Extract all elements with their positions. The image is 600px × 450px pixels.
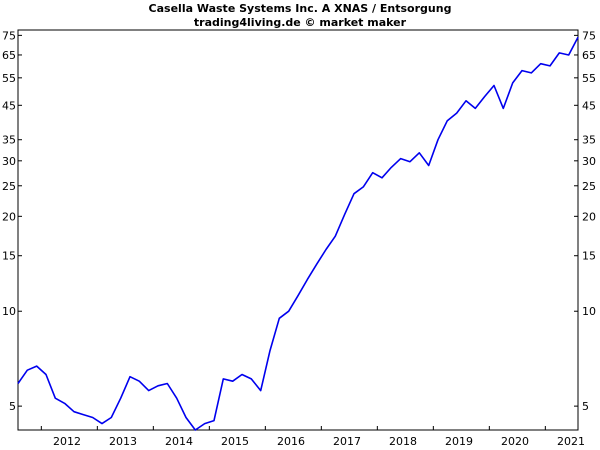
y-tick-label-right: 55 [582,72,596,85]
y-tick-label-right: 5 [582,400,589,413]
y-axis-right: 5 10 15 20 25 30 35 45 55 65 75 [574,29,596,413]
y-tick-label-right: 25 [582,180,596,193]
y-tick-label-left: 25 [2,180,16,193]
y-axis-left: 5 10 15 20 25 30 35 45 55 65 75 [2,29,22,413]
y-tick-label-left: 75 [2,29,16,42]
x-tick-label: 2016 [277,435,305,448]
x-tick-label: 2018 [389,435,417,448]
y-tick-label-left: 20 [2,210,16,223]
y-tick-label-left: 65 [2,49,16,62]
y-tick-label-right: 10 [582,305,596,318]
y-tick-label-left: 10 [2,305,16,318]
y-tick-label-right: 15 [582,250,596,263]
series-layer [17,36,579,431]
chart-title: Casella Waste Systems Inc. A XNAS / Ents… [149,2,452,15]
y-tick-label-right: 20 [582,210,596,223]
y-tick-label-left: 5 [9,400,16,413]
y-tick-label-right: 35 [582,134,596,147]
chart-subtitle: trading4living.de © market maker [194,16,407,29]
y-tick-label-left: 35 [2,134,16,147]
price-line-series-0 [17,36,579,431]
x-tick-label: 2012 [53,435,81,448]
y-tick-label-left: 15 [2,250,16,263]
y-tick-label-left: 45 [2,99,16,112]
x-tick-label: 2017 [333,435,361,448]
x-tick-label: 2014 [165,435,193,448]
x-tick-label: 2015 [221,435,249,448]
plot-area [17,29,579,431]
y-tick-label-left: 55 [2,72,16,85]
y-tick-label-right: 45 [582,99,596,112]
y-tick-label-right: 65 [582,49,596,62]
x-axis: 2012 2013 2014 2015 2016 2017 2018 2019 2020 2021 [40,426,585,448]
y-tick-label-right: 75 [582,29,596,42]
y-tick-label-left: 30 [2,155,16,168]
x-tick-label: 2019 [445,435,473,448]
x-tick-label: 2020 [501,435,529,448]
x-tick-label: 2013 [109,435,137,448]
x-tick-label: 2021 [557,435,585,448]
y-tick-label-right: 30 [582,155,596,168]
